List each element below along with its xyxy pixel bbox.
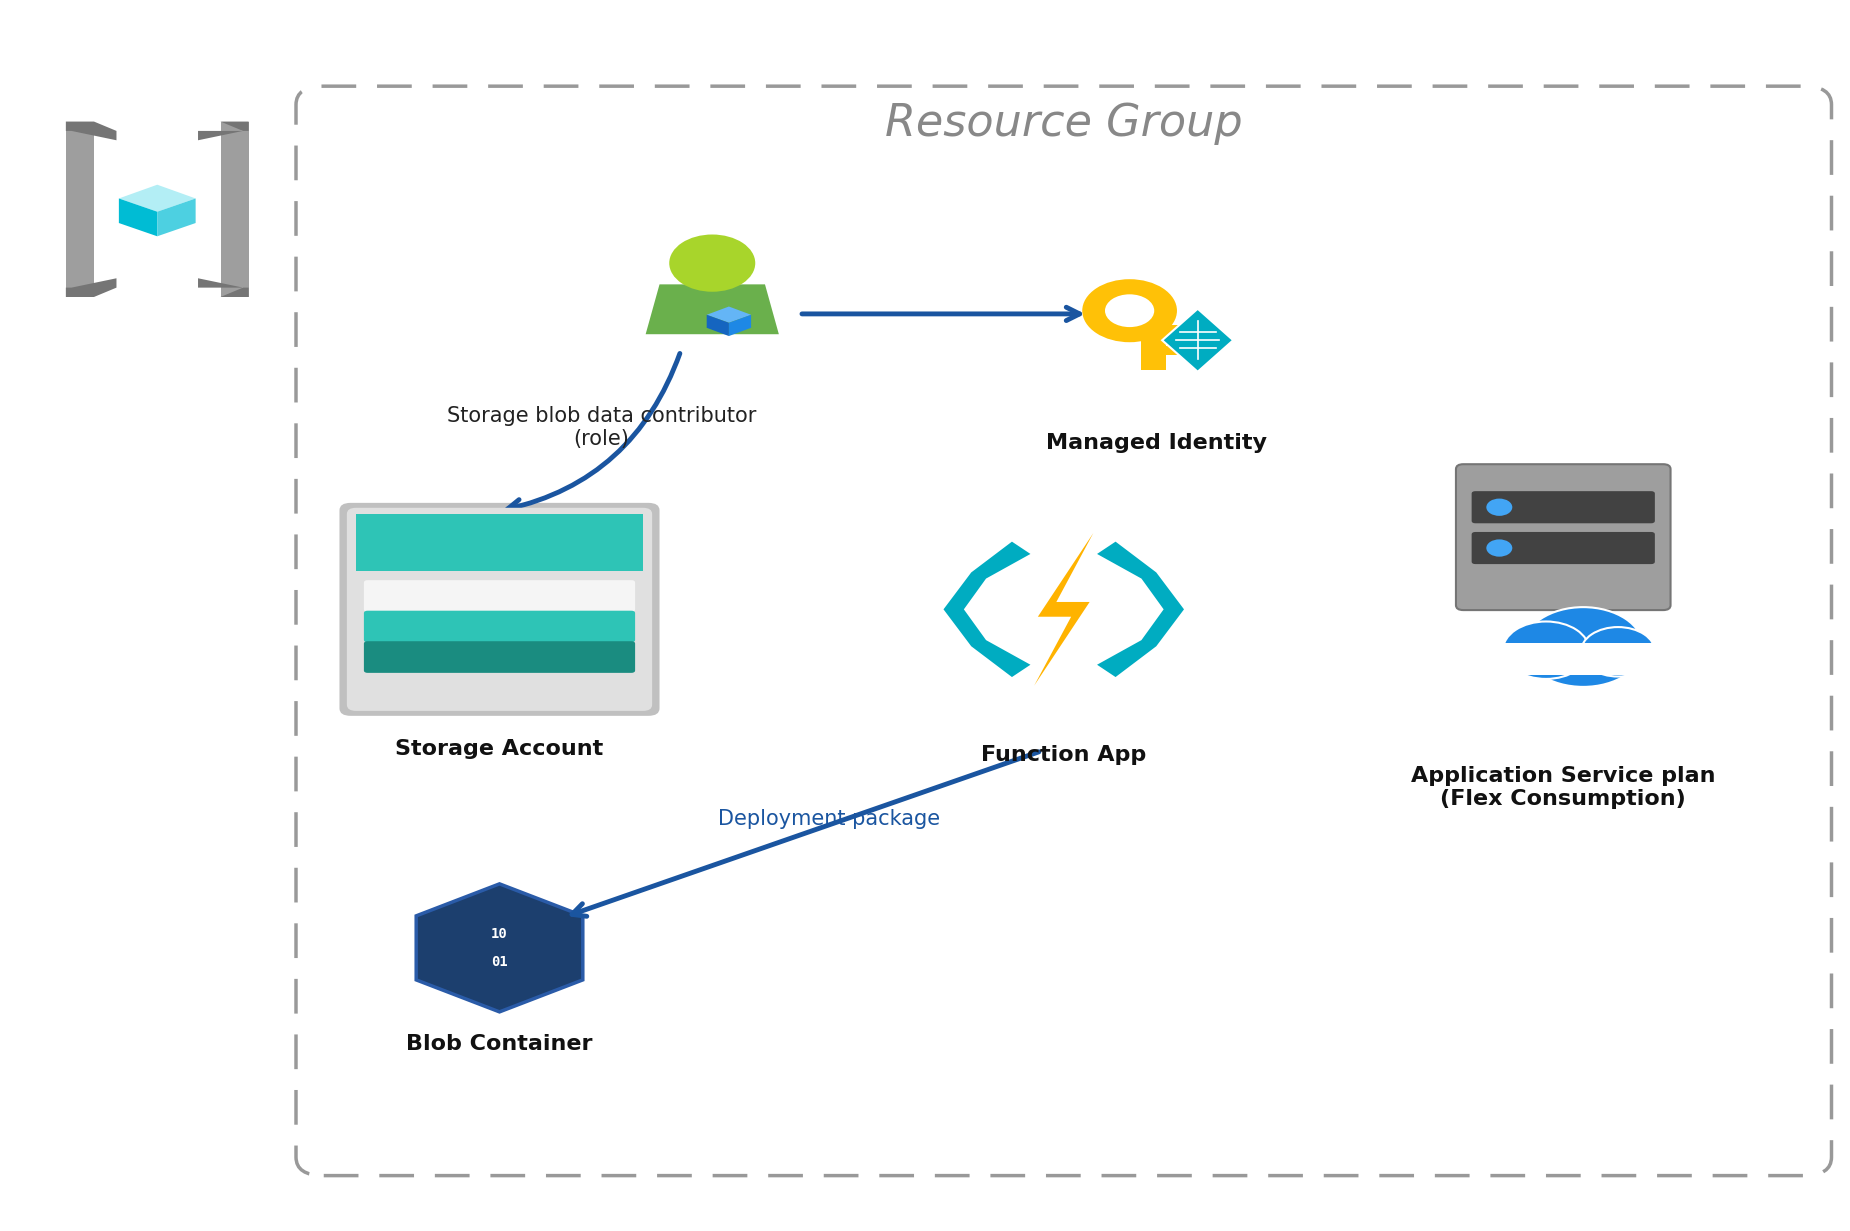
- Circle shape: [1486, 499, 1511, 516]
- Text: Managed Identity: Managed Identity: [1045, 433, 1267, 453]
- Bar: [1166, 325, 1182, 336]
- Text: Storage blob data contributor
(role): Storage blob data contributor (role): [446, 406, 757, 449]
- Polygon shape: [729, 315, 751, 336]
- Polygon shape: [198, 122, 248, 140]
- Bar: [355, 515, 644, 571]
- FancyBboxPatch shape: [340, 502, 660, 716]
- Circle shape: [670, 234, 755, 292]
- Polygon shape: [707, 315, 729, 336]
- Polygon shape: [1034, 533, 1093, 686]
- Polygon shape: [67, 122, 117, 140]
- Text: Blob Container: Blob Container: [407, 1034, 592, 1054]
- FancyBboxPatch shape: [364, 641, 635, 673]
- FancyBboxPatch shape: [1471, 532, 1656, 564]
- Polygon shape: [198, 278, 248, 297]
- FancyBboxPatch shape: [1471, 491, 1656, 523]
- Circle shape: [1104, 294, 1154, 327]
- FancyBboxPatch shape: [364, 611, 635, 643]
- Polygon shape: [67, 122, 94, 297]
- Circle shape: [1502, 622, 1589, 680]
- Text: Deployment package: Deployment package: [718, 809, 940, 828]
- Circle shape: [1082, 279, 1177, 342]
- Polygon shape: [220, 122, 248, 297]
- Bar: [1140, 309, 1166, 369]
- Text: Storage Account: Storage Account: [396, 739, 603, 758]
- FancyBboxPatch shape: [348, 508, 653, 712]
- Polygon shape: [118, 198, 157, 236]
- Polygon shape: [1162, 309, 1234, 372]
- FancyBboxPatch shape: [364, 580, 635, 612]
- Text: Resource Group: Resource Group: [884, 102, 1243, 144]
- Polygon shape: [1097, 542, 1184, 677]
- Text: 01: 01: [490, 955, 509, 969]
- Polygon shape: [157, 198, 196, 236]
- Polygon shape: [416, 884, 583, 1012]
- Text: 10: 10: [490, 927, 509, 940]
- Circle shape: [1582, 627, 1656, 677]
- Polygon shape: [944, 542, 1030, 677]
- Polygon shape: [646, 284, 779, 335]
- Bar: [1498, 643, 1667, 675]
- Text: Function App: Function App: [980, 745, 1147, 764]
- Text: Application Service plan
(Flex Consumption): Application Service plan (Flex Consumpti…: [1412, 766, 1715, 809]
- Polygon shape: [707, 307, 751, 323]
- Polygon shape: [118, 185, 196, 212]
- Polygon shape: [67, 278, 117, 297]
- Circle shape: [1523, 607, 1643, 687]
- Bar: [1166, 346, 1178, 355]
- FancyBboxPatch shape: [1456, 464, 1671, 611]
- Circle shape: [1486, 539, 1511, 556]
